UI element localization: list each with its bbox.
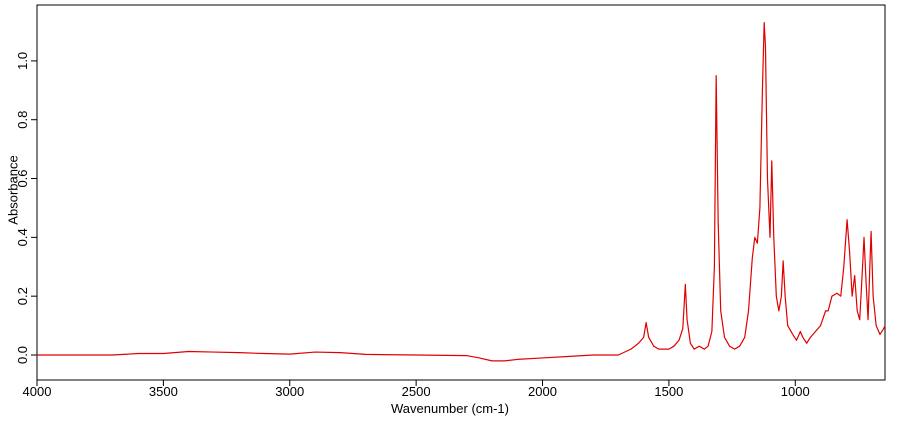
y-tick-label: 0.8: [15, 111, 30, 129]
y-tick-label: 1.0: [15, 52, 30, 70]
x-tick-label: 3000: [275, 384, 304, 399]
x-tick-label: 2000: [528, 384, 557, 399]
x-axis-label: Wavenumber (cm-1): [391, 401, 509, 416]
spectrum-line: [37, 22, 886, 362]
y-tick-label: 0.6: [15, 169, 30, 187]
x-tick-label: 4000: [23, 384, 52, 399]
x-tick-label: 2500: [402, 384, 431, 399]
y-axis-label: Absorbance: [5, 155, 20, 224]
y-tick-label: 0.4: [15, 228, 30, 246]
x-tick-label: 1500: [654, 384, 683, 399]
y-tick-label: 0.0: [15, 346, 30, 364]
x-tick-label: 3500: [149, 384, 178, 399]
x-tick-label: 1000: [781, 384, 810, 399]
plot-frame: [36, 4, 886, 381]
y-tick-label: 0.2: [15, 287, 30, 305]
